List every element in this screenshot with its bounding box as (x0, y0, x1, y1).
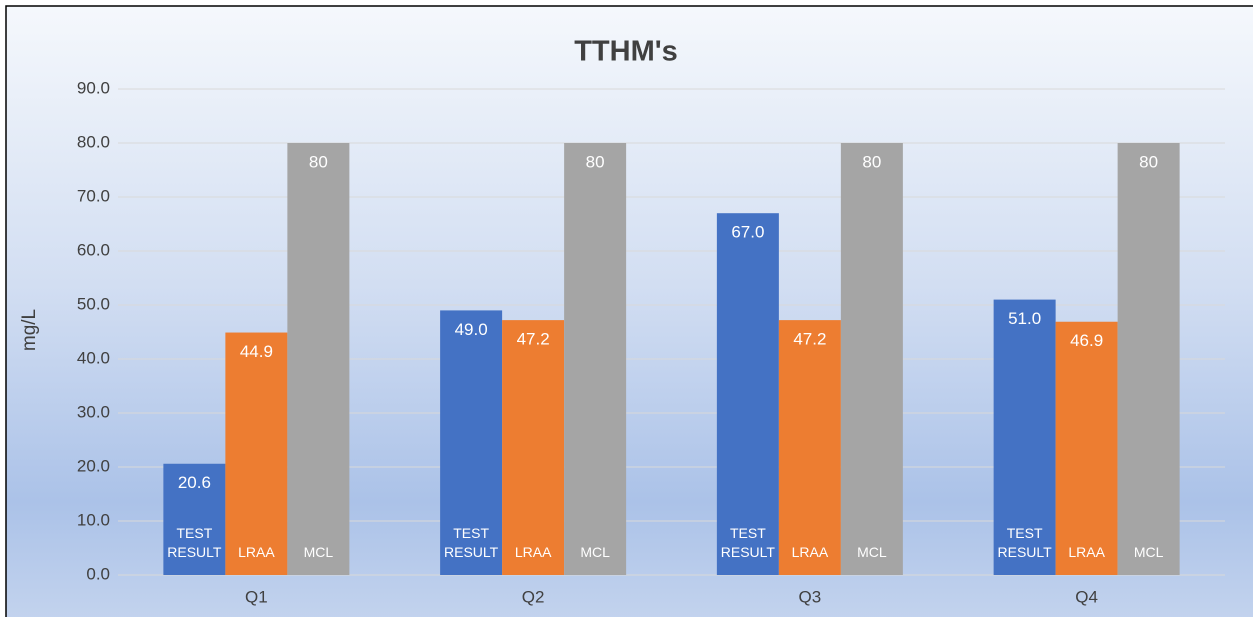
x-tick-label: Q1 (245, 587, 268, 606)
y-tick-label: 70.0 (77, 186, 110, 205)
y-tick-label: 60.0 (77, 240, 110, 259)
series-name: MCL (303, 544, 334, 560)
y-tick-label: 80.0 (77, 132, 110, 151)
value-label: 20.6 (178, 473, 211, 492)
series-name: TEST RESULT (444, 525, 499, 560)
series-label: LRAA (791, 544, 829, 560)
x-tick-label: Q3 (799, 587, 822, 606)
series-name: LRAA (791, 544, 829, 560)
bar (840, 143, 903, 575)
bar (778, 320, 841, 575)
series-label: MCL (1133, 544, 1164, 560)
series-name: MCL (580, 544, 610, 560)
series-name: TEST RESULT (167, 525, 222, 560)
value-label: 80 (309, 152, 328, 171)
series-name: LRAA (238, 544, 275, 560)
series-label: LRAA (514, 544, 552, 560)
series-name: MCL (1133, 544, 1164, 560)
bar (440, 310, 503, 575)
value-label: 49.0 (455, 320, 488, 339)
bar (163, 463, 226, 575)
bar (287, 143, 350, 575)
value-label: 47.2 (517, 330, 550, 349)
series-name: TEST RESULT (997, 525, 1052, 560)
series-label: TEST RESULT (997, 525, 1052, 560)
series-label: LRAA (238, 544, 275, 560)
bar (1055, 321, 1118, 575)
series-label: MCL (857, 544, 887, 560)
series-label: TEST RESULT (167, 525, 222, 560)
series-name: LRAA (514, 544, 552, 560)
value-label: 67.0 (731, 223, 764, 242)
series-name: MCL (857, 544, 887, 560)
value-label: 46.9 (1070, 331, 1103, 350)
y-tick-label: 90.0 (77, 78, 110, 97)
bar (993, 299, 1056, 575)
y-tick-label: 30.0 (77, 402, 110, 421)
y-tick-label: 10.0 (77, 510, 110, 529)
value-label: 80 (586, 152, 605, 171)
y-tick-label: 50.0 (77, 294, 110, 313)
bar (1117, 143, 1180, 575)
y-tick-label: 0.0 (86, 564, 110, 583)
chart-title: TTHM's (574, 36, 678, 68)
bar (564, 143, 627, 575)
y-tick-label: 40.0 (77, 348, 110, 367)
bar (502, 320, 565, 575)
series-label: MCL (303, 544, 334, 560)
series-name: LRAA (1068, 544, 1105, 560)
value-label: 80 (862, 152, 881, 171)
y-tick-label: 20.0 (77, 456, 110, 475)
y-axis-label: mg/L (19, 309, 40, 351)
value-label: 47.2 (793, 330, 826, 349)
series-label: MCL (580, 544, 610, 560)
x-tick-label: Q2 (522, 587, 545, 606)
bar (225, 332, 288, 575)
series-label: LRAA (1068, 544, 1105, 560)
series-name: TEST RESULT (720, 525, 775, 560)
value-label: 80 (1139, 152, 1158, 171)
x-tick-label: Q4 (1075, 587, 1098, 606)
value-label: 51.0 (1008, 309, 1041, 328)
value-label: 44.9 (240, 342, 273, 361)
series-label: TEST RESULT (720, 525, 775, 560)
series-label: TEST RESULT (444, 525, 499, 560)
bar (716, 213, 779, 575)
